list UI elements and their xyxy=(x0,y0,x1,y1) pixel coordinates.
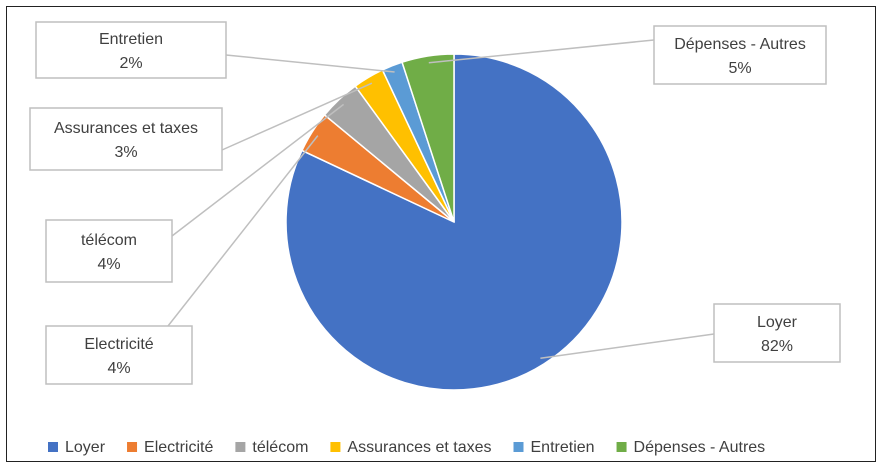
legend-label-loyer: Loyer xyxy=(65,439,106,456)
legend-label-electricite: Electricité xyxy=(144,439,213,456)
data-label-box-telecom xyxy=(45,219,173,283)
data-label-category-entretien: Entretien xyxy=(99,31,163,48)
data-label-value-telecom: 4% xyxy=(97,256,120,273)
legend-label-depenses-autres: Dépenses - Autres xyxy=(634,439,766,456)
legend-swatch-assurances-et-taxes xyxy=(330,442,341,452)
legend-swatch-entretien xyxy=(513,442,524,452)
legend-swatch-depenses-autres xyxy=(616,442,627,452)
data-label-value-depenses-autres: 5% xyxy=(728,60,751,77)
data-label-category-telecom: télécom xyxy=(81,232,137,249)
legend-label-telecom: télécom xyxy=(252,439,308,456)
data-label-box-depenses-autres xyxy=(653,25,827,85)
data-label-value-loyer: 82% xyxy=(761,338,793,355)
leader-line-depenses-autres xyxy=(428,39,655,64)
leader-line-electricite xyxy=(167,135,319,327)
legend-label-assurances-et-taxes: Assurances et taxes xyxy=(347,439,491,456)
data-label-box-electricite xyxy=(45,325,193,385)
leader-line-assurances-et-taxes xyxy=(221,82,373,151)
legend-swatch-telecom xyxy=(235,442,246,452)
legend: Loyer Electricité télécom Assurances et tax… xyxy=(48,439,765,456)
data-label-category-electricite: Electricité xyxy=(84,336,153,353)
data-label-box-loyer xyxy=(713,303,841,363)
leader-lines xyxy=(167,39,715,359)
legend-label-entretien: Entretien xyxy=(531,439,595,456)
data-label-category-assurances-et-taxes: Assurances et taxes xyxy=(54,120,198,137)
leader-line-telecom xyxy=(171,103,345,237)
data-label-box-entretien xyxy=(35,21,227,79)
data-label-category-depenses-autres: Dépenses - Autres xyxy=(674,36,806,53)
data-label-value-electricite: 4% xyxy=(107,360,130,377)
data-label-value-assurances-et-taxes: 3% xyxy=(114,144,137,161)
data-label-category-loyer: Loyer xyxy=(757,314,798,331)
pie-slices xyxy=(285,53,623,391)
legend-swatch-electricite xyxy=(127,442,138,452)
legend-swatch-loyer xyxy=(48,442,58,452)
data-label-box-assurances-et-taxes xyxy=(29,107,223,171)
data-label-value-entretien: 2% xyxy=(119,55,142,72)
data-labels: Loyer 82% Electricité 4% télécom 4% Assurances… xyxy=(29,21,841,385)
pie-slice-loyer xyxy=(285,53,623,391)
leader-line-entretien xyxy=(225,54,395,73)
pie-slice-depenses-autres xyxy=(401,53,455,223)
leader-line-loyer xyxy=(540,333,715,359)
